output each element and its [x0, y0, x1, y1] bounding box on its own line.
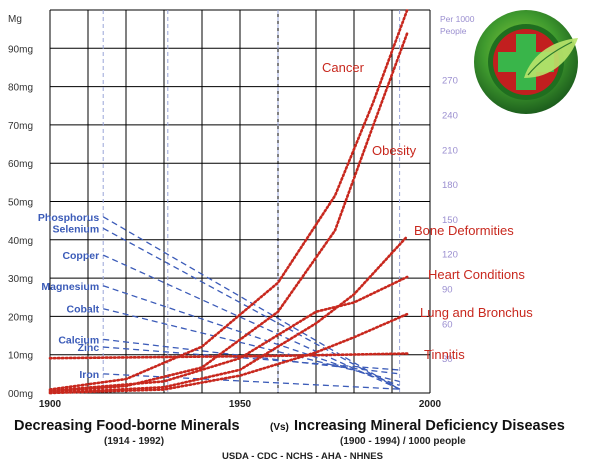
mineral-series [102, 216, 400, 390]
disease-label: Heart Conditions [428, 267, 525, 282]
medical-cross-leaf-icon [474, 10, 578, 114]
disease-series [48, 8, 409, 395]
disease-label: Cancer [322, 60, 365, 75]
disease-line [48, 31, 409, 394]
disease-labels: Cancer Obesity Bone Deformities Heart Condi… [322, 60, 533, 362]
left-tick-label: 70mg [8, 121, 33, 132]
disease-line [48, 352, 409, 360]
mineral-label: Magnesium [41, 281, 99, 293]
left-tick-label: 10mg [8, 351, 33, 362]
chart-sources: USDA - CDC - NCHS - AHA - NHNES [222, 451, 383, 462]
chart-title-left: Decreasing Food-borne Minerals [14, 418, 240, 434]
mineral-label: Phosphorus [38, 212, 99, 224]
chart-title-vs: (Vs) [270, 422, 289, 433]
left-tick-label: 80mg [8, 83, 33, 94]
left-tick-label: 60mg [8, 159, 33, 170]
right-tick-label: 30 [442, 354, 453, 365]
left-tick-label: 90mg [8, 44, 33, 55]
disease-label: Bone Deformities [414, 223, 514, 238]
chart-reference-lines [102, 10, 401, 393]
chart-subtitle-right: (1900 - 1994) / 1000 people [340, 436, 466, 447]
x-tick-label: 1950 [229, 399, 252, 410]
disease-label: Lung and Bronchus [420, 305, 533, 320]
right-tick-label: 180 [442, 180, 458, 191]
left-axis-ticks: 00mg 10mg 20mg 30mg 40mg 50mg 60mg 70mg 80mg 90mg [8, 44, 33, 400]
mineral-line [102, 254, 400, 390]
mineral-label: Copper [62, 250, 99, 262]
right-tick-label: 60 [442, 319, 453, 330]
x-tick-label: 1900 [39, 399, 62, 410]
chart-title-right: Increasing Mineral Deficiency Diseases [294, 418, 565, 434]
right-tick-label: 270 [442, 76, 458, 87]
x-tick-label: 2000 [419, 399, 442, 410]
disease-label: Obesity [372, 143, 417, 158]
left-tick-label: 40mg [8, 236, 33, 247]
right-tick-label: 240 [442, 110, 458, 121]
right-tick-label: 150 [442, 215, 458, 226]
left-axis-unit: Mg [8, 14, 22, 25]
disease-line [48, 275, 409, 392]
right-tick-label: 90 [442, 285, 453, 296]
disease-line [48, 235, 409, 395]
right-tick-label: 120 [442, 250, 458, 261]
x-axis-ticks: 1900 1950 2000 [39, 399, 442, 410]
mineral-line [103, 308, 400, 383]
mineral-label: Selenium [53, 223, 100, 235]
mineral-line [102, 216, 400, 390]
chart-grid [49, 9, 431, 394]
left-tick-label: 30mg [8, 274, 33, 285]
mineral-label: Iron [79, 369, 99, 381]
disease-line [48, 8, 409, 391]
left-tick-label: 20mg [8, 312, 33, 323]
left-tick-label: 50mg [8, 198, 33, 209]
mineral-line [102, 227, 400, 390]
right-tick-label: 210 [442, 145, 458, 156]
mineral-label: Calcium [58, 334, 99, 346]
right-axis-unit-line2: People [440, 26, 467, 36]
disease-label: Tinnitis [424, 347, 465, 362]
right-axis-ticks: 30 60 90 120 150 180 210 240 270 [442, 76, 458, 366]
right-axis-unit-line1: Per 1000 [440, 14, 475, 24]
mineral-label: Cobalt [67, 304, 100, 316]
mineral-label: Zinc [78, 342, 100, 354]
disease-line [48, 312, 409, 395]
chart-subtitle-left: (1914 - 1992) [104, 436, 164, 447]
left-tick-label: 00mg [8, 389, 33, 400]
